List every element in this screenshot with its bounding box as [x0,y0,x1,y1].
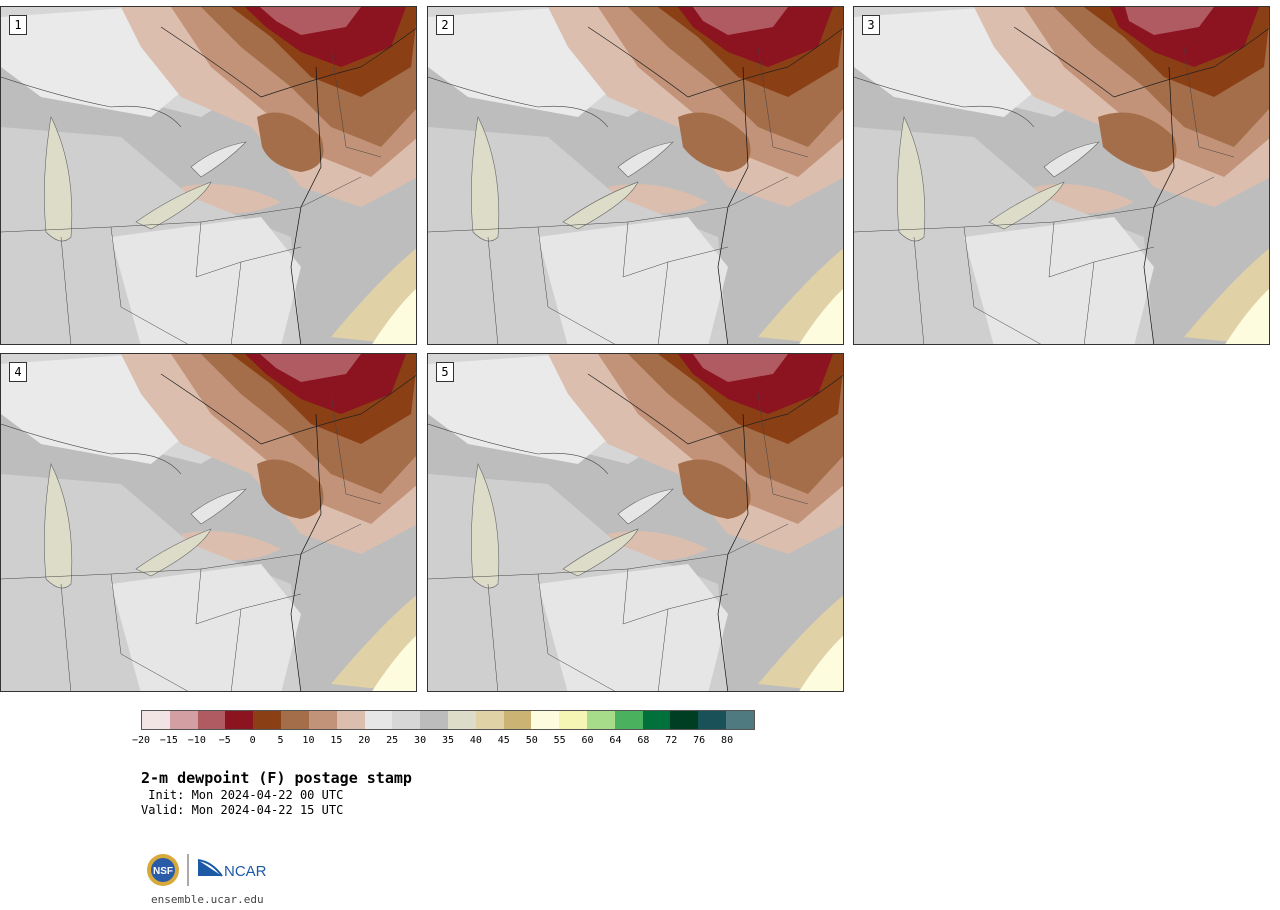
colorbar-tick: 60 [581,735,594,746]
colorbar-swatch [253,711,282,729]
colorbar-tick: 25 [386,735,399,746]
colorbar-swatch [225,711,254,729]
colorbar-ticks: −20 −15 −10 −5 0 5 10 15 20 25 30 35 40 45 50 55 60 64 68 7… [132,735,755,749]
colorbar-tick: −15 [159,735,178,746]
map-panel-4: 4 [0,353,417,692]
colorbar-swatch [142,711,170,729]
colorbar-swatch [559,711,587,729]
colorbar-tick: 55 [553,735,566,746]
map-panel-3: 3 [853,6,1270,345]
chart-title: 2-m dewpoint (F) postage stamp [141,769,412,787]
colorbar-swatch [281,711,309,729]
colorbar-swatch [614,711,643,729]
panel-label: 5 [436,362,454,382]
colorbar-swatch [364,711,393,729]
colorbar-swatch [420,711,448,729]
dewpoint-map [428,7,843,344]
colorbar-swatch [169,711,198,729]
ncar-logo-mark [198,860,222,876]
panel-label: 1 [9,15,27,35]
colorbar-tick: 15 [330,735,343,746]
colorbar-tick: 76 [693,735,706,746]
dewpoint-map [854,7,1269,344]
colorbar [141,710,755,730]
colorbar-tick: 30 [414,735,427,746]
nsf-logo-text: NSF [153,866,173,877]
colorbar-swatch [698,711,727,729]
colorbar-swatch [392,711,421,729]
colorbar-tick: 50 [525,735,538,746]
colorbar-tick: 0 [249,735,256,746]
colorbar-swatch [336,711,365,729]
colorbar-tick: 64 [609,735,622,746]
ncar-logo-text: NCAR [224,863,267,880]
colorbar-swatch [447,711,476,729]
colorbar-tick: 80 [721,735,734,746]
colorbar-swatch [726,711,754,729]
map-panel-2: 2 [427,6,844,345]
colorbar-swatch [197,711,226,729]
colorbar-tick: 45 [497,735,510,746]
colorbar-tick: 35 [441,735,455,746]
nsf-ncar-logo: NSF NCAR [147,854,267,886]
colorbar-swatch [642,711,671,729]
map-panel-5: 5 [427,353,844,692]
dewpoint-map [428,354,843,691]
colorbar-tick: 5 [277,735,284,746]
init-time: Init: Mon 2024-04-22 00 UTC [141,788,344,802]
nsf-logo-globe [151,858,175,882]
colorbar-swatch [503,711,532,729]
colorbar-swatch [475,711,504,729]
ensemble-url[interactable]: ensemble.ucar.edu [151,893,264,906]
map-panel-1: 1 [0,6,417,345]
colorbar-swatch [670,711,699,729]
colorbar-tick: 40 [469,735,482,746]
dewpoint-map [1,354,416,691]
colorbar-tick: 72 [665,735,678,746]
colorbar-tick: −10 [187,735,206,746]
colorbar-swatch [587,711,615,729]
panel-label: 3 [862,15,880,35]
valid-time: Valid: Mon 2024-04-22 15 UTC [141,803,344,817]
colorbar-tick: −20 [131,735,151,746]
colorbar-tick: 68 [637,735,650,746]
dewpoint-map [1,7,416,344]
panel-label: 4 [9,362,27,382]
panel-label: 2 [436,15,454,35]
colorbar-tick: 20 [358,735,371,746]
colorbar-swatch [531,711,560,729]
colorbar-swatch [308,711,337,729]
colorbar-tick: −5 [218,735,231,746]
colorbar-tick: 10 [302,735,315,746]
